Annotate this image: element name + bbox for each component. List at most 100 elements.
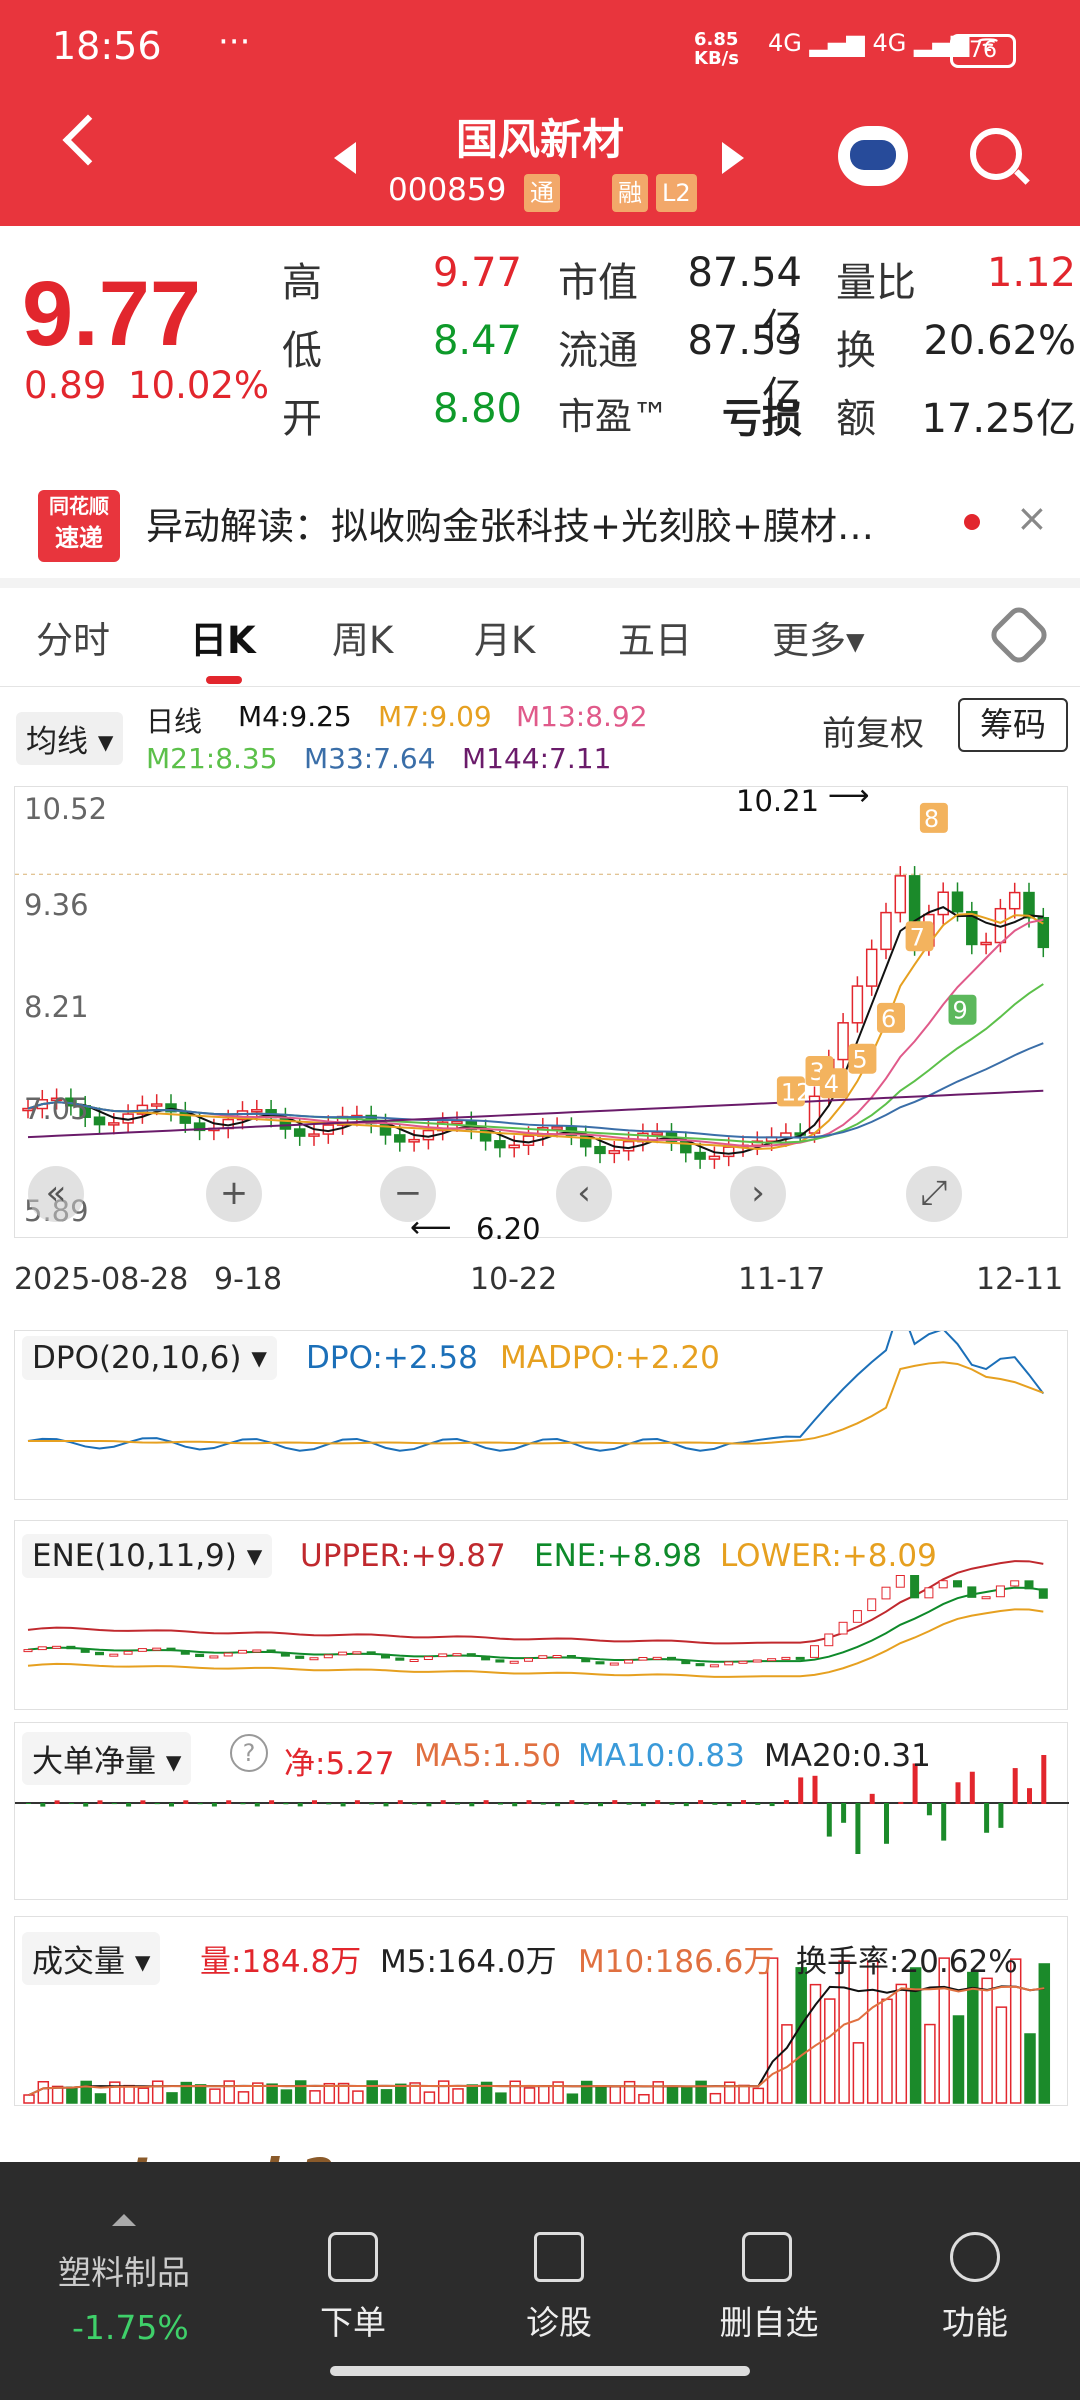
ene-candle [938,1580,948,1589]
bigorder-bar [826,1803,832,1837]
zoom-out-icon[interactable]: − [380,1166,436,1222]
limit-up-badge [905,921,934,952]
y-tick: 10.52 [24,792,108,826]
bigorder-bar [941,1803,947,1841]
tab-more[interactable]: 更多▾ [772,619,865,662]
volume-bar [595,2086,607,2104]
volume-bar [1024,2033,1036,2104]
volume-selector[interactable]: 成交量 ▾ [22,1932,161,1985]
robot-assistant-icon[interactable] [838,126,908,186]
nav-remove-watchlist[interactable]: 删自选 [719,2303,819,2342]
price-change-pct: 10.02% [128,364,270,407]
zoom-in-icon[interactable]: + [206,1166,262,1222]
candle-body [494,1140,506,1149]
scroll-left-icon[interactable]: ‹ [556,1166,612,1222]
bigorder-bar [426,1803,432,1807]
prev-stock-icon[interactable] [334,142,356,174]
status-time: 18:56 [52,24,162,68]
volume-bar [80,2080,92,2104]
bottom-nav: 塑料制品 -1.75% 下单 诊股 删自选 功能 [0,2162,1080,2400]
fullscreen-icon[interactable]: ⤢ [906,1166,962,1222]
bigorder-bar [884,1803,889,1844]
ene-candle [838,1621,848,1635]
menu-icon[interactable] [950,2232,1000,2282]
search-icon[interactable] [970,128,1022,180]
candle-body [50,1097,63,1101]
bigorder-bar [26,1803,31,1804]
ene-selector[interactable]: ENE(10,11,9) ▾ [22,1534,273,1578]
ene-candle [123,1650,133,1655]
adjust-mode[interactable]: 前复权 [822,714,924,754]
nav-diagnose[interactable]: 诊股 [526,2303,592,2342]
help-icon[interactable]: ? [230,1734,268,1772]
dpo-line [27,1302,1045,1452]
ene-candle [266,1649,276,1653]
ene-candle [52,1645,62,1649]
nav-functions[interactable]: 功能 [942,2303,1008,2342]
tab-monthly-k[interactable]: 月K [474,619,536,662]
volume-bar [580,2080,593,2104]
settings-icon[interactable] [986,602,1052,668]
ene-candle [509,1660,519,1664]
volume-bar [166,2092,178,2104]
amount-label: 额 [836,396,876,442]
sector-name[interactable]: 塑料制品 [58,2253,190,2292]
bigorder-bar [698,1800,704,1804]
dpo-panel[interactable] [14,1302,1068,1500]
bigorder-ma5: MA5:1.50 [414,1738,562,1774]
volume-ratio-label: 量比 [836,260,916,306]
news-headline[interactable]: 异动解读：拟收购金张科技+光刻胶+膜材… [146,505,875,548]
scroll-right-icon[interactable]: › [730,1166,786,1222]
bigorder-bar [97,1800,103,1804]
date-tick: 9-18 [214,1262,283,1297]
tab-daily-k[interactable]: 日K [190,619,256,662]
dpo-selector[interactable]: DPO(20,10,6) ▾ [22,1336,277,1380]
volume-bar [795,1967,807,2104]
ma-selector[interactable]: 均线 ▾ [16,712,124,765]
y-tick: 7.05 [24,1092,89,1126]
bigorder-panel[interactable] [14,1722,1069,1900]
ene-candle [481,1655,491,1661]
bigorder-bar [126,1803,132,1807]
low-value: 8.47 [432,318,522,364]
volume-bar [294,2080,307,2104]
diagnose-icon[interactable] [534,2232,584,2282]
bigorder-bar [640,1803,646,1807]
remove-watchlist-icon[interactable] [742,2232,792,2282]
volume-bar [395,2083,407,2104]
expand-icon[interactable] [112,2214,136,2226]
turnover-value: 20.62% [923,318,1076,364]
ene-candle [924,1587,934,1599]
ene-candle [166,1647,176,1652]
volume-bar [223,2080,235,2104]
bigorder-bar [469,1803,475,1807]
low-annotation: 6.20 [476,1212,541,1246]
nav-order[interactable]: 下单 [320,2303,386,2342]
ene-candle [981,1596,991,1600]
ene-candle [466,1653,476,1657]
news-close-icon[interactable]: × [1016,496,1048,540]
tab-intraday[interactable]: 分时 [36,619,110,662]
volume-bar [23,2094,35,2104]
chip-button[interactable]: 筹码 [958,698,1068,752]
ene-candle [66,1645,76,1650]
bigorder-bar [211,1803,217,1807]
stock-name: 国风新材 [455,115,624,164]
ene-panel[interactable] [14,1520,1068,1710]
ene-candle [1038,1588,1048,1599]
bigorder-bar [483,1800,489,1804]
tab-five-day[interactable]: 五日 [618,619,692,662]
volume-panel[interactable] [14,1916,1068,2106]
bigorder-selector[interactable]: 大单净量 ▾ [22,1732,192,1785]
tab-weekly-k[interactable]: 周K [332,619,394,662]
kline-panel[interactable]: 12 3 4 5 6 7 8 9 [14,786,1069,1238]
ene-candle [709,1664,719,1668]
volume-bar [380,2089,393,2104]
order-icon[interactable] [328,2232,378,2282]
volume-bar [523,2087,536,2104]
bigorder-bar [326,1803,332,1805]
turnover-label: 换 [836,328,876,374]
next-stock-icon[interactable] [722,142,744,174]
scroll-left-fast-icon[interactable]: « [28,1166,84,1222]
back-icon[interactable] [62,114,114,166]
